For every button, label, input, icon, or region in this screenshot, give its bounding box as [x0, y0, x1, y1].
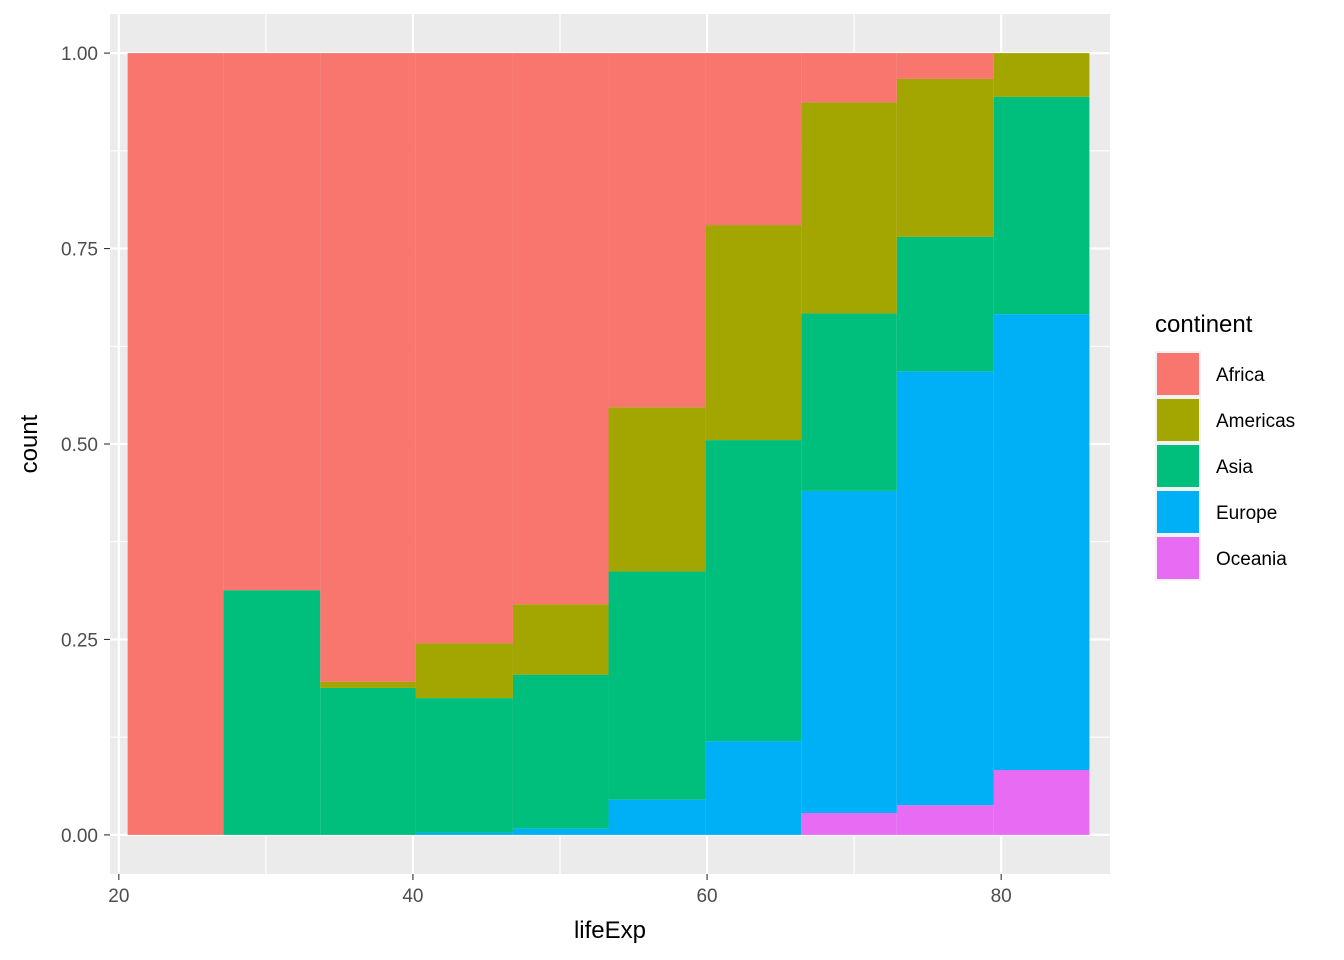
bar-segment-europe	[608, 799, 706, 835]
bar-segment-oceania	[896, 805, 994, 835]
x-tick-label: 40	[402, 886, 423, 907]
bar-segment-americas	[320, 681, 416, 688]
bar-segment-africa	[801, 53, 897, 103]
bar-segment-africa	[415, 53, 513, 644]
bar-segment-europe	[415, 832, 513, 835]
bar-segment-oceania	[993, 770, 1090, 835]
legend-key-americas	[1157, 399, 1199, 441]
x-tick-label: 80	[991, 886, 1012, 907]
bar-segment-americas	[896, 78, 994, 237]
x-axis-title: lifeExp	[574, 917, 646, 944]
legend-label-asia: Asia	[1216, 457, 1253, 478]
bar-segment-americas	[705, 225, 802, 441]
bar-segment-europe	[512, 828, 609, 835]
y-axis: 0.00 0.25 0.50 0.75 1.00	[61, 44, 110, 847]
bar-segment-africa	[223, 53, 321, 591]
x-tick-label: 20	[108, 886, 129, 907]
y-tick-label: 0.25	[61, 630, 98, 651]
legend-key-asia	[1157, 445, 1199, 487]
legend-label-europe: Europe	[1216, 503, 1277, 524]
bar-segment-asia	[608, 571, 706, 800]
bar-segment-americas	[512, 604, 609, 675]
bar-segment-europe	[896, 371, 994, 806]
bar-segment-asia	[512, 674, 609, 829]
bar-segment-asia	[320, 687, 416, 835]
y-tick-label: 0.75	[61, 240, 98, 261]
bar-segment-americas	[993, 53, 1090, 97]
y-axis-title: count	[16, 414, 43, 473]
bar-segment-asia	[415, 698, 513, 833]
y-tick-label: 1.00	[61, 44, 98, 65]
y-tick-label: 0.50	[61, 435, 98, 456]
bar-segment-americas	[608, 407, 706, 572]
legend-label-oceania: Oceania	[1216, 549, 1287, 570]
bar-segment-europe	[705, 741, 802, 835]
legend-key-africa	[1157, 353, 1199, 395]
legend-label-americas: Americas	[1216, 411, 1295, 432]
bar-segment-europe	[993, 314, 1090, 771]
bar-segment-africa	[127, 53, 224, 835]
bar-segment-americas	[801, 102, 897, 314]
x-axis: 20 40 60 80	[108, 874, 1012, 907]
bar-segment-africa	[320, 53, 416, 682]
bar-segment-oceania	[801, 813, 897, 835]
bar-segment-asia	[896, 236, 994, 372]
legend-key-oceania	[1157, 537, 1199, 579]
y-tick-label: 0.00	[61, 826, 98, 847]
bars	[127, 53, 1090, 835]
legend-key-europe	[1157, 491, 1199, 533]
bar-segment-asia	[705, 440, 802, 742]
bar-segment-americas	[415, 643, 513, 699]
bar-segment-asia	[223, 590, 321, 835]
legend: continent Africa Americas Asia Europe Oceani…	[1155, 311, 1295, 581]
bar-segment-europe	[801, 490, 897, 814]
bar-segment-africa	[608, 53, 706, 408]
bar-segment-africa	[705, 53, 802, 226]
bar-segment-asia	[801, 313, 897, 491]
bar-segment-africa	[512, 53, 609, 605]
legend-title: continent	[1155, 311, 1253, 338]
bar-segment-asia	[993, 96, 1090, 315]
x-tick-label: 60	[696, 886, 717, 907]
legend-label-africa: Africa	[1216, 365, 1265, 386]
bar-segment-africa	[896, 53, 994, 79]
